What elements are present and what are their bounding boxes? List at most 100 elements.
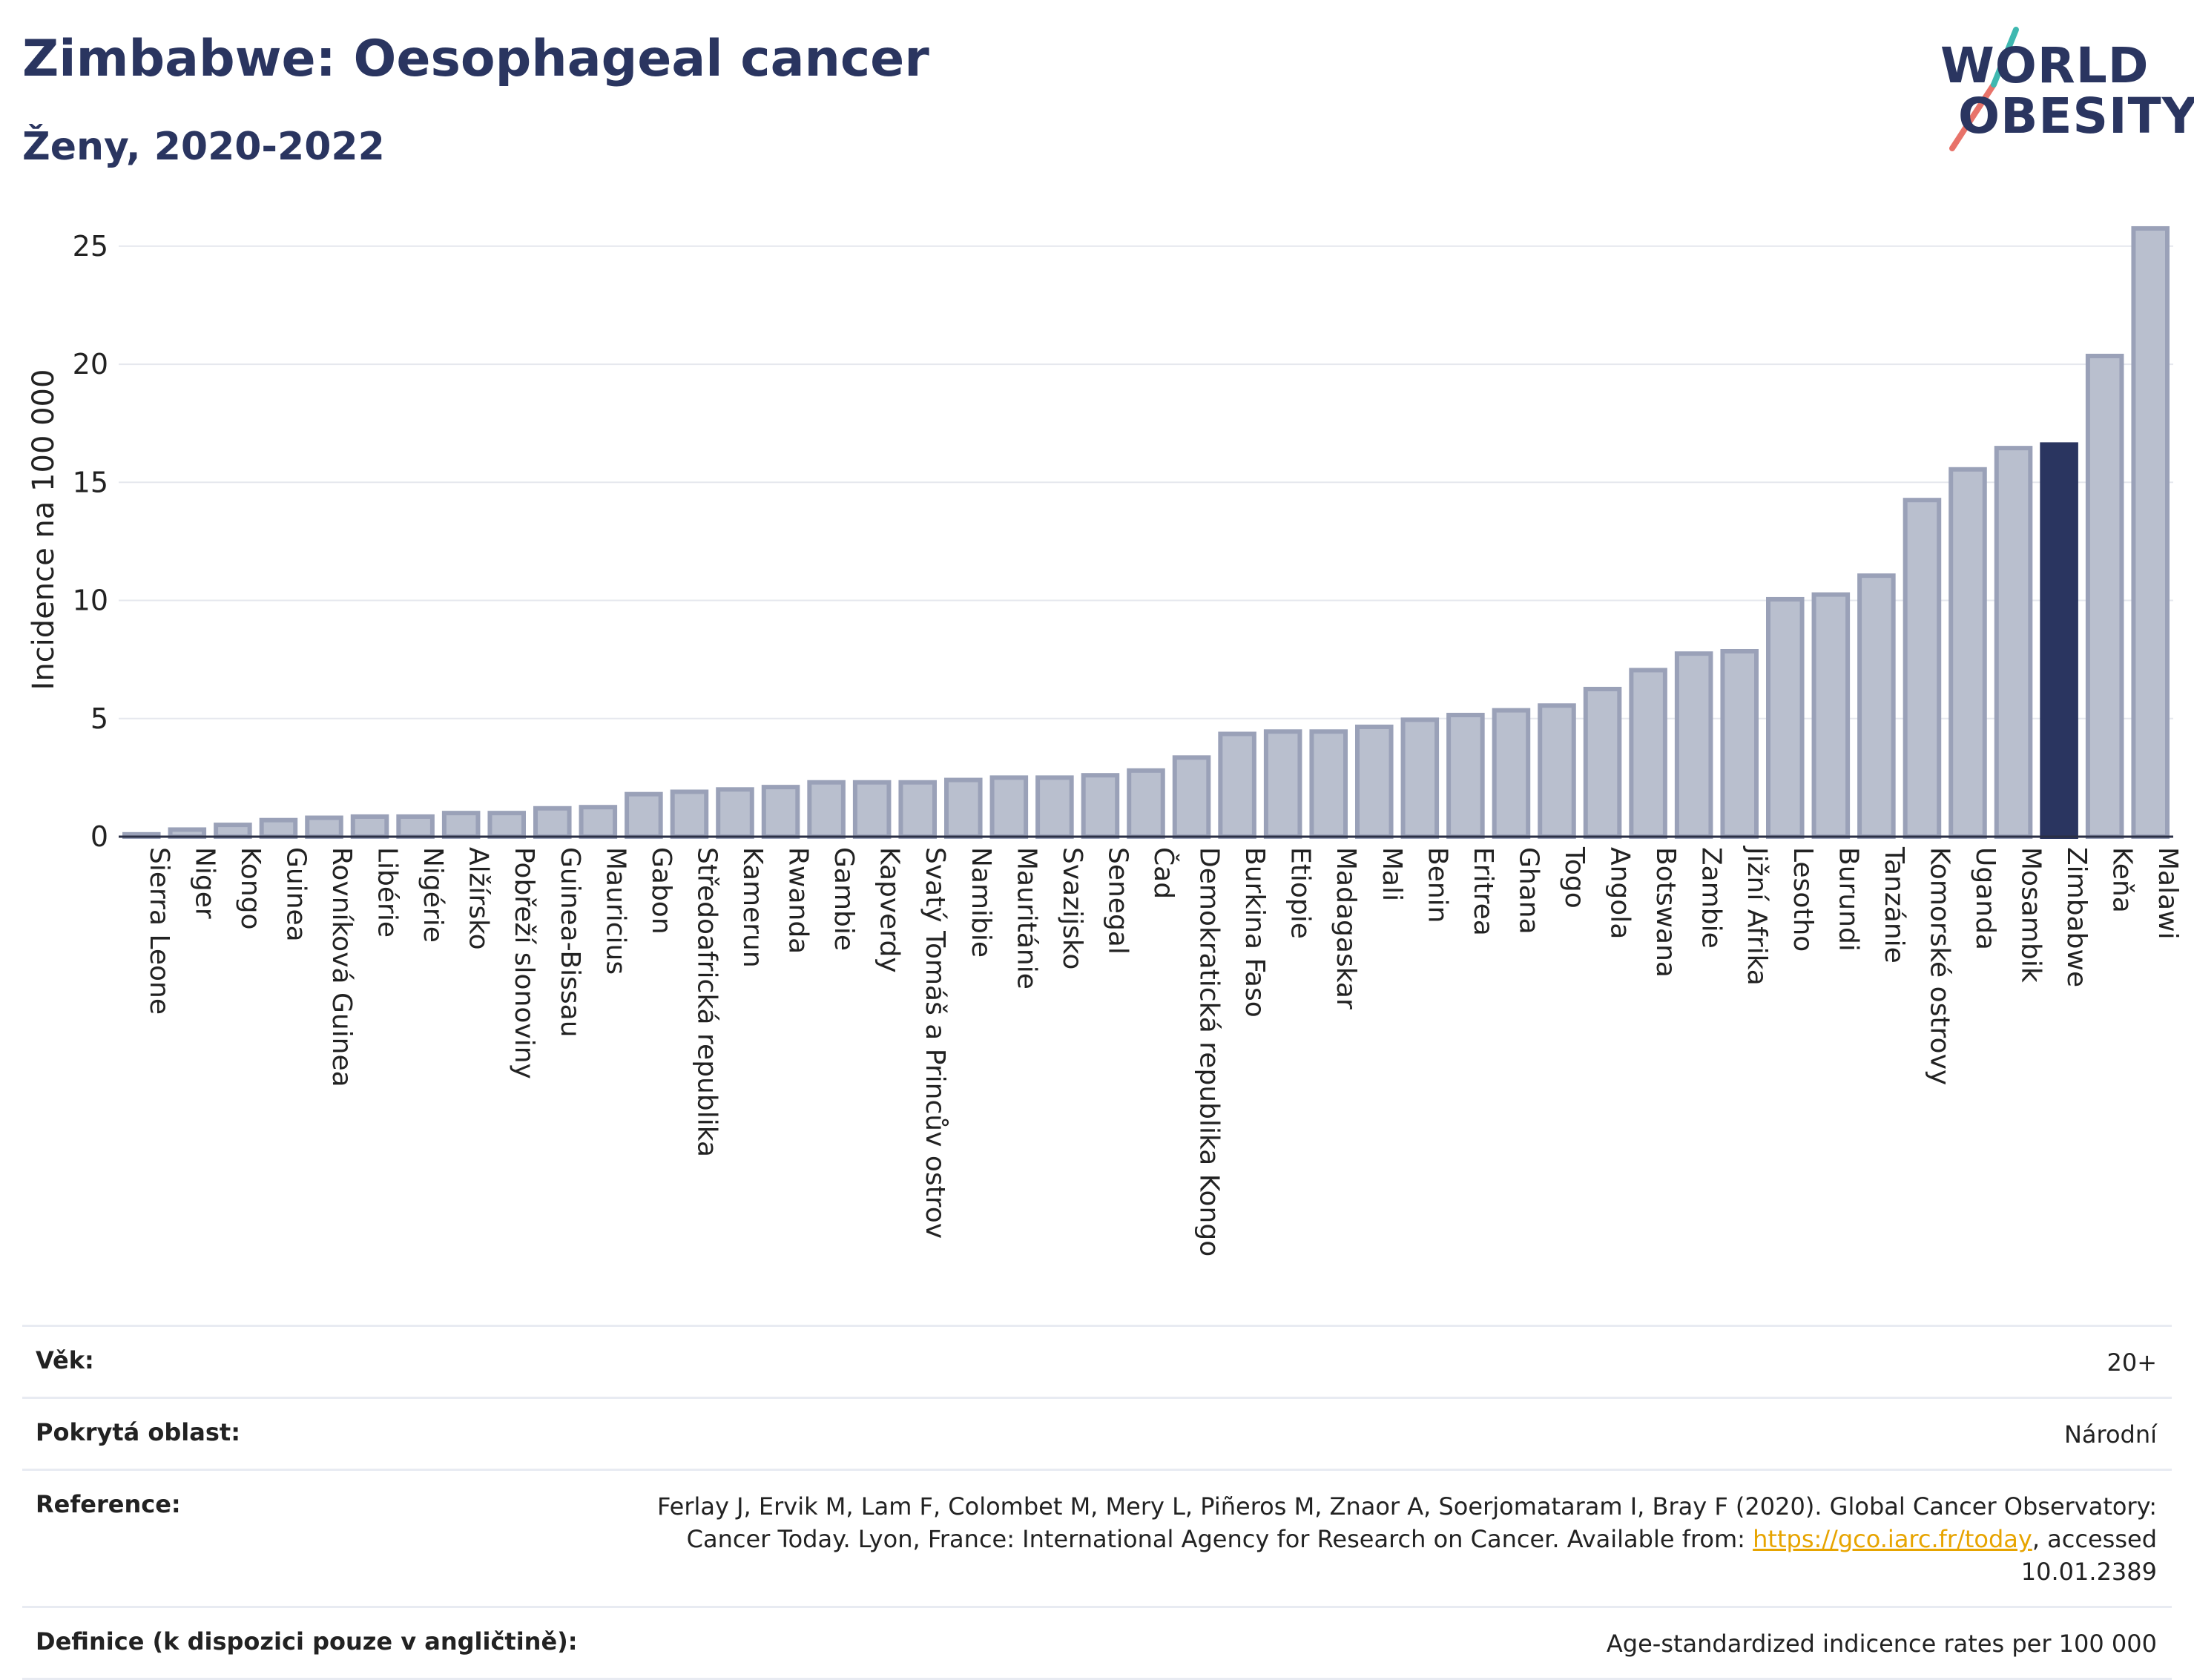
x-category-label: Rwanda <box>783 847 814 954</box>
age-label: Věk: <box>36 1346 94 1374</box>
bar <box>1492 708 1531 839</box>
bar <box>2131 225 2170 839</box>
x-category-label: Ghana <box>1513 847 1544 935</box>
y-axis-ticks: 0 5 10 15 20 25 <box>73 230 108 853</box>
info-table: Věk: 20+ Pokrytá oblast: Národní Referen… <box>22 1325 2172 1680</box>
bar <box>214 823 252 839</box>
x-category-label: Libérie <box>372 847 403 938</box>
x-category-label: Kongo <box>235 847 266 930</box>
bar <box>1857 573 1896 839</box>
x-category-label: Mali <box>1377 847 1407 901</box>
reference-link[interactable]: https://gco.iarc.fr/today <box>1753 1525 2032 1553</box>
x-category-label: Malawi <box>2152 847 2183 940</box>
bar <box>625 791 663 840</box>
x-category-label: Keňa <box>2107 847 2138 913</box>
x-category-label: Zambie <box>1696 847 1727 949</box>
x-category-label: Gabon <box>646 847 676 935</box>
chart-title: Zimbabwe: Oesophageal cancer <box>22 30 929 88</box>
reference-label: Reference: <box>36 1490 181 1518</box>
coverage-label: Pokrytá oblast: <box>36 1418 240 1446</box>
x-category-label: Sierra Leone <box>144 847 174 1015</box>
x-category-label: Angola <box>1605 847 1635 939</box>
bar <box>579 805 618 840</box>
x-category-label: Lesotho <box>1788 847 1818 952</box>
bar <box>1766 596 1805 839</box>
x-category-label: Burkina Faso <box>1239 847 1270 1018</box>
x-category-label: Eritrea <box>1468 847 1498 936</box>
x-category-label: Guinea <box>280 847 311 942</box>
x-category-label: Burundi <box>1833 847 1863 952</box>
definition-value: Age-standardized indicence rates per 100… <box>1606 1630 2157 1658</box>
bar <box>1263 729 1302 839</box>
x-category-label: Čad <box>1148 847 1179 899</box>
bar <box>1538 703 1576 839</box>
bar <box>1720 649 1759 839</box>
y-tick-label: 15 <box>73 466 108 498</box>
y-axis-title: Incidence na 100 000 <box>27 369 61 691</box>
bar <box>487 811 526 840</box>
x-category-label: Madagaskar <box>1331 847 1361 1009</box>
y-tick-label: 25 <box>73 230 108 263</box>
age-value: 20+ <box>2106 1348 2157 1377</box>
bar <box>1948 467 1987 839</box>
x-category-label: Togo <box>1559 846 1590 909</box>
bar <box>441 811 481 840</box>
bar <box>1400 717 1440 839</box>
bar <box>2085 353 2124 839</box>
x-category-label: Mauritánie <box>1011 847 1041 989</box>
bar <box>305 815 343 839</box>
x-category-label: Niger <box>189 847 220 919</box>
bar <box>1583 686 1622 840</box>
x-category-label: Mosambik <box>2016 847 2046 983</box>
coverage-row: Pokrytá oblast: Národní <box>22 1397 2172 1469</box>
x-category-label: Svazijsko <box>1057 847 1087 969</box>
grid-lines <box>119 245 2173 719</box>
x-category-label: Kamerun <box>737 847 768 968</box>
bar <box>1811 592 1851 839</box>
bar <box>716 787 754 839</box>
x-category-label: Nigérie <box>418 847 448 943</box>
reference-row: Reference: Ferlay J, Ervik M, Lam F, Col… <box>22 1469 2172 1606</box>
x-category-label: Benin <box>1422 847 1452 923</box>
bar <box>1081 773 1120 840</box>
x-category-label: Svatý Tomáš a Princův ostrov <box>920 847 950 1239</box>
bar <box>1218 731 1256 839</box>
bar <box>670 789 709 839</box>
x-category-label: Botswana <box>1650 847 1681 978</box>
bar <box>761 785 800 839</box>
logo-word-obesity: OBESITY <box>1958 88 2194 145</box>
reference-suffix: , accessed 10.01.2389 <box>2020 1525 2157 1586</box>
bar <box>533 806 572 839</box>
bar <box>807 780 846 839</box>
bar <box>1446 712 1485 839</box>
bar <box>989 775 1029 840</box>
y-tick-label: 10 <box>73 584 108 617</box>
chart-subtitle: Ženy, 2020-2022 <box>22 125 385 169</box>
bar <box>852 780 892 839</box>
x-axis-labels: Sierra Leone Niger Kongo Guinea Rovníková Gu… <box>144 846 2183 1256</box>
x-category-label: Senegal <box>1102 847 1133 955</box>
x-category-label: Středoafrická republika <box>691 847 722 1157</box>
bar-chart: 0 5 10 15 20 25 Incidence na 100 000 Sierra L… <box>27 225 2183 1256</box>
bars <box>122 225 2170 840</box>
logo-word-world: WORLD <box>1940 37 2149 94</box>
definition-label: Definice (k dispozici pouze v angličtině… <box>36 1627 578 1656</box>
bar <box>1309 729 1348 839</box>
logo-slash-red <box>1949 82 1997 151</box>
x-category-label: Mauricius <box>600 847 630 975</box>
reference-text: Ferlay J, Ervik M, Lam F, Colombet M, Me… <box>657 1492 2157 1553</box>
age-row: Věk: 20+ <box>22 1325 2172 1397</box>
bar <box>1629 668 1667 839</box>
x-category-label: Gambie <box>828 847 859 951</box>
logo-slash-teal <box>1991 27 2019 88</box>
y-tick-label: 20 <box>73 348 108 381</box>
definition-row: Definice (k dispozici pouze v angličtině… <box>22 1606 2172 1680</box>
bar <box>396 814 435 840</box>
x-category-label: Rovníková Guinea <box>326 847 357 1087</box>
bar <box>1035 775 1074 840</box>
x-category-label: Tanzánie <box>1879 846 1909 963</box>
bar <box>259 817 298 840</box>
bar <box>1355 724 1394 840</box>
bar <box>1994 446 2033 839</box>
x-category-label: Alžírsko <box>464 847 494 950</box>
